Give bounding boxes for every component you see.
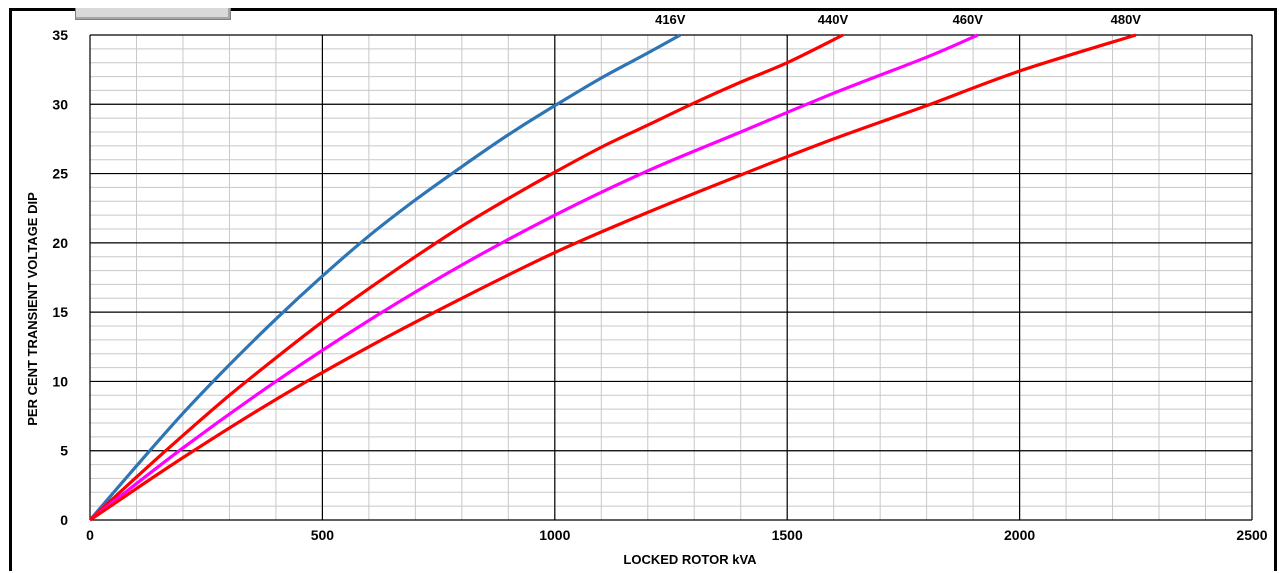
y-axis-label: PER CENT TRANSIENT VOLTAGE DIP	[25, 192, 40, 426]
series-labels: 416V 440V 460V 480V	[655, 12, 1141, 27]
x-tick-label: 2500	[1236, 527, 1267, 543]
y-tick-label: 0	[60, 512, 68, 528]
x-tick-label: 1500	[772, 527, 803, 543]
series-label-440V: 440V	[818, 12, 849, 27]
chart-frame	[9, 8, 1277, 571]
y-tick-label: 15	[52, 304, 68, 320]
y-tick-label: 20	[52, 235, 68, 251]
series-line-480V	[89, 33, 1137, 522]
series-line-416V	[88, 33, 682, 522]
x-tick-label: 1000	[539, 527, 570, 543]
series-line-440V	[88, 33, 844, 522]
y-tick-label: 5	[60, 443, 68, 459]
x-tick-label: 0	[86, 527, 94, 543]
major-grid	[89, 34, 1253, 521]
x-tick-label: 500	[311, 527, 335, 543]
series-line-460V	[89, 33, 979, 522]
y-tick-label: 30	[52, 96, 68, 112]
sheet-tab[interactable]	[75, 8, 231, 20]
series-label-460V: 460V	[953, 12, 984, 27]
x-axis-label: LOCKED ROTOR kVA	[623, 552, 757, 567]
series-lines	[88, 33, 1137, 522]
y-tick-label: 35	[52, 27, 68, 43]
minor-grid	[89, 34, 1253, 521]
y-tick-label: 10	[52, 373, 68, 389]
y-tick-label: 25	[52, 166, 68, 182]
series-label-480V: 480V	[1111, 12, 1142, 27]
series-label-416V: 416V	[655, 12, 686, 27]
x-tick-label: 2000	[1004, 527, 1035, 543]
tick-labels: 0 500 1000 1500 2000 2500 0 5 10 15 20 25 30 35	[52, 27, 1267, 543]
